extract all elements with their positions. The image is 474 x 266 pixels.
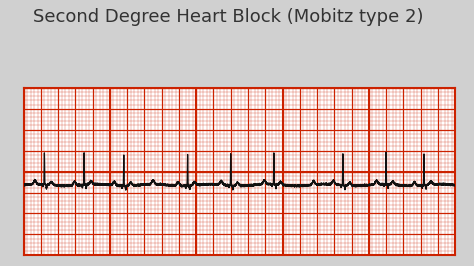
Text: Second Degree Heart Block (Mobitz type 2): Second Degree Heart Block (Mobitz type 2… [33,8,424,26]
